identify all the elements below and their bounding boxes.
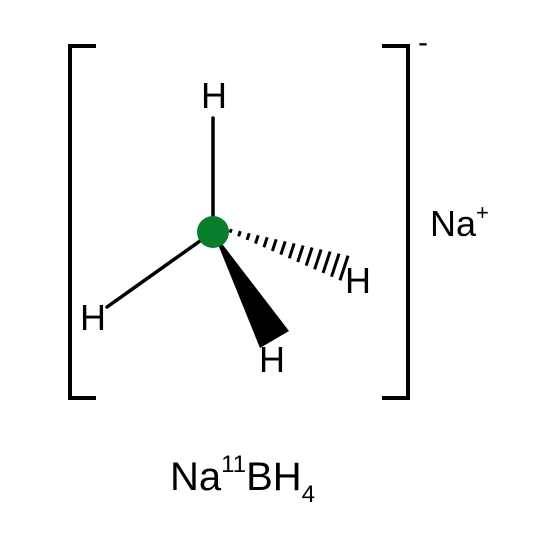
hash-dash bbox=[230, 229, 231, 233]
formula-part: 4 bbox=[302, 481, 315, 508]
counter-ion-charge: + bbox=[476, 200, 489, 225]
central-boron-atom bbox=[197, 216, 229, 248]
hydrogen-label: H bbox=[345, 260, 371, 301]
hash-dash bbox=[239, 231, 241, 236]
formula-part: BH bbox=[246, 455, 302, 499]
hydrogen-label: H bbox=[259, 339, 285, 380]
hash-dash bbox=[247, 233, 249, 240]
hydrogen-label: H bbox=[201, 75, 227, 116]
formula-part: 11 bbox=[221, 451, 246, 478]
formula-part: Na bbox=[170, 455, 222, 499]
counter-ion-symbol: Na bbox=[430, 203, 477, 244]
anion-charge-label: - bbox=[418, 26, 428, 59]
hydrogen-label: H bbox=[80, 297, 106, 338]
